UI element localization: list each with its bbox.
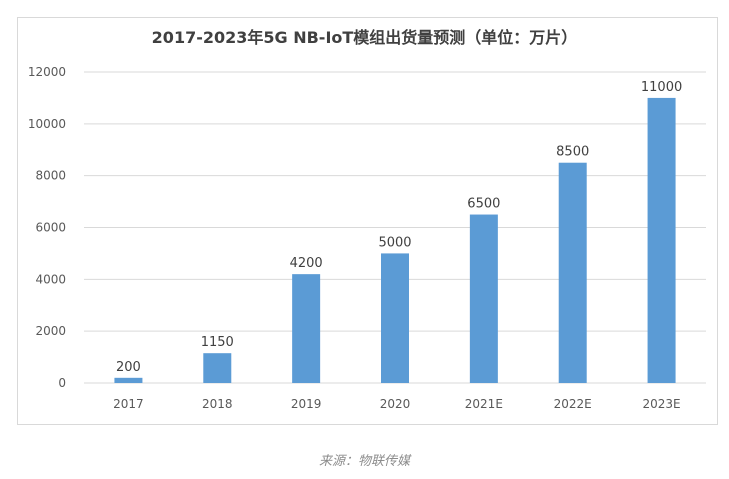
bar-2018 — [203, 353, 232, 383]
bar-2022E — [558, 162, 587, 383]
source-note: 来源：物联传媒 — [318, 454, 410, 469]
data-label: 8500 — [556, 145, 589, 160]
bars — [114, 97, 676, 384]
x-tick-label: 2023E — [643, 397, 681, 411]
x-tick-label: 2021E — [465, 397, 503, 411]
bar-2023E — [647, 97, 676, 384]
y-tick-label: 10000 — [28, 117, 66, 131]
y-tick-label: 4000 — [35, 272, 66, 286]
x-tick-label: 2020 — [380, 397, 411, 411]
y-tick-label: 6000 — [35, 221, 66, 235]
data-label: 11000 — [641, 80, 682, 95]
data-label: 5000 — [378, 235, 411, 250]
data-label: 1150 — [201, 335, 234, 350]
data-label: 4200 — [290, 256, 323, 271]
x-tick-label: 2022E — [554, 397, 592, 411]
chart-frame — [17, 17, 718, 425]
data-label: 6500 — [467, 197, 500, 212]
x-axis-tick-labels: 2017 2018 2019 2020 2021E 2022E 2023E — [113, 397, 680, 411]
data-label: 200 — [116, 360, 141, 375]
data-labels: 200 1150 4200 5000 6500 8500 11000 — [116, 80, 682, 375]
bar-2019 — [292, 274, 321, 383]
bar-2021E — [469, 214, 498, 383]
y-tick-label: 2000 — [35, 324, 66, 338]
y-tick-label: 8000 — [35, 169, 66, 183]
x-tick-label: 2019 — [291, 397, 322, 411]
x-tick-label: 2018 — [202, 397, 233, 411]
bar-2020 — [381, 253, 409, 383]
y-axis-tick-labels: 0 2000 4000 6000 8000 10000 12000 — [28, 65, 66, 390]
x-tick-label: 2017 — [113, 397, 144, 411]
y-tick-label: 0 — [58, 376, 66, 390]
chart-title: 2017-2023年5G NB-IoT模组出货量预测（单位：万片） — [151, 28, 578, 47]
y-tick-label: 12000 — [28, 65, 66, 79]
bar-2017 — [114, 377, 143, 383]
